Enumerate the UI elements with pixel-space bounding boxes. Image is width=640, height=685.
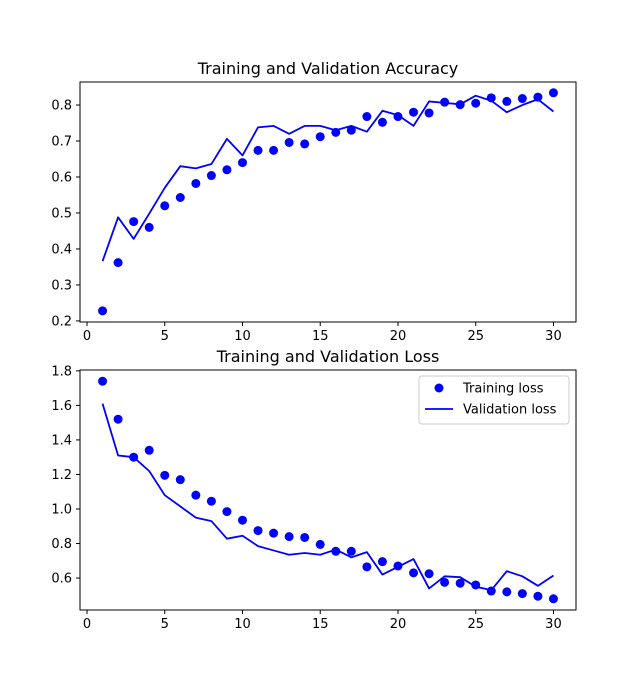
accuracy-training-point — [253, 145, 263, 155]
loss-training-point — [315, 539, 325, 549]
accuracy-training-point — [548, 88, 558, 98]
accuracy-y-tick-label: 0.7 — [51, 135, 72, 150]
loss-training-point — [331, 546, 341, 556]
loss-training-point — [362, 562, 372, 572]
accuracy-training-point — [222, 165, 232, 175]
loss-training-point — [175, 475, 185, 485]
accuracy-training-point — [98, 306, 108, 316]
accuracy-x-tick-label: 10 — [234, 329, 251, 344]
loss-x-tick-label: 5 — [161, 617, 169, 632]
accuracy-training-point — [269, 145, 279, 155]
accuracy-y-tick-label: 0.2 — [51, 314, 72, 329]
loss-x-tick-label: 0 — [83, 617, 91, 632]
accuracy-y-tick-label: 0.3 — [51, 278, 72, 293]
loss-training-point — [206, 496, 216, 506]
loss-training-point — [548, 594, 558, 604]
accuracy-training-point — [191, 178, 201, 188]
loss-training-point — [409, 568, 419, 578]
loss-training-point — [160, 470, 170, 480]
accuracy-chart-ticks: 0 5 10 15 20 25 30 0.2 0.3 0.4 0.5 0.6 0.7 0.8 — [51, 99, 561, 344]
legend-training-label: Training loss — [462, 382, 544, 397]
accuracy-x-tick-label: 5 — [161, 329, 169, 344]
loss-x-tick-label: 30 — [545, 617, 562, 632]
accuracy-training-point — [517, 94, 527, 104]
loss-y-tick-label: 1.2 — [51, 468, 72, 483]
accuracy-y-tick-label: 0.4 — [51, 242, 72, 257]
loss-chart-legend: Training loss Validation loss — [418, 375, 570, 425]
accuracy-chart: Training and Validation Accuracy 0 5 10 15 2… — [51, 59, 577, 344]
accuracy-training-point — [377, 117, 387, 127]
loss-training-point — [517, 589, 527, 599]
accuracy-training-point — [284, 137, 294, 147]
accuracy-x-tick-label: 20 — [390, 329, 407, 344]
loss-y-tick-label: 1.8 — [51, 364, 72, 379]
accuracy-chart-marks — [98, 88, 558, 316]
loss-chart-marks — [98, 376, 558, 604]
accuracy-y-tick-label: 0.5 — [51, 206, 72, 221]
accuracy-chart-title: Training and Validation Accuracy — [197, 59, 459, 78]
accuracy-x-tick-label: 25 — [467, 329, 484, 344]
loss-training-point — [424, 569, 434, 579]
accuracy-training-point — [502, 96, 512, 106]
loss-training-point — [346, 546, 356, 556]
loss-chart: Training and Validation Loss 0 5 10 15 20 25 3… — [51, 347, 577, 632]
accuracy-training-point — [315, 132, 325, 142]
accuracy-training-point — [237, 158, 247, 168]
accuracy-training-point — [144, 222, 154, 232]
loss-y-tick-label: 0.6 — [51, 572, 72, 587]
accuracy-training-point — [300, 139, 310, 149]
loss-training-point — [300, 532, 310, 542]
loss-validation-line — [101, 403, 554, 592]
loss-training-point — [269, 528, 279, 538]
accuracy-x-tick-label: 15 — [312, 329, 329, 344]
accuracy-training-point — [160, 201, 170, 211]
accuracy-training-point — [471, 98, 481, 108]
accuracy-training-point — [113, 258, 123, 268]
accuracy-training-point — [175, 193, 185, 202]
loss-y-tick-label: 0.8 — [51, 537, 72, 552]
legend-validation-label: Validation loss — [463, 403, 557, 418]
loss-training-point — [222, 507, 232, 517]
loss-training-point — [253, 526, 263, 536]
loss-training-point — [440, 577, 450, 587]
accuracy-training-point — [424, 108, 434, 118]
legend-training-marker — [434, 383, 444, 393]
loss-training-point — [284, 532, 294, 542]
loss-training-point — [98, 376, 108, 386]
accuracy-chart-axes-frame — [79, 81, 577, 323]
loss-training-point — [455, 578, 465, 588]
accuracy-x-tick-label: 0 — [83, 329, 91, 344]
accuracy-training-point — [206, 171, 216, 181]
loss-training-point — [237, 515, 247, 525]
legend-box — [418, 375, 570, 425]
loss-training-point — [377, 557, 387, 567]
loss-training-point — [533, 591, 543, 601]
loss-y-tick-label: 1.4 — [51, 433, 72, 448]
loss-y-tick-label: 1.0 — [51, 502, 72, 517]
accuracy-training-point — [409, 107, 419, 117]
accuracy-x-tick-label: 30 — [545, 329, 562, 344]
accuracy-y-tick-label: 0.8 — [51, 99, 72, 114]
accuracy-training-point — [129, 217, 139, 227]
accuracy-y-tick-label: 0.6 — [51, 170, 72, 185]
loss-y-tick-label: 1.6 — [51, 399, 72, 414]
accuracy-training-point — [346, 125, 356, 135]
loss-chart-title: Training and Validation Loss — [216, 347, 440, 366]
loss-x-tick-label: 10 — [234, 617, 251, 632]
accuracy-validation-line — [101, 94, 555, 262]
loss-training-point — [502, 587, 512, 597]
loss-x-tick-label: 25 — [467, 617, 484, 632]
loss-training-point — [113, 414, 123, 424]
loss-x-tick-label: 15 — [312, 617, 329, 632]
loss-chart-axes-frame — [79, 369, 577, 611]
accuracy-training-point — [362, 112, 372, 122]
loss-training-point — [191, 490, 201, 500]
loss-x-tick-label: 20 — [390, 617, 407, 632]
loss-chart-ticks: 0 5 10 15 20 25 30 0.6 0.8 1.0 1.2 1.4 1.6 1.8 — [51, 364, 561, 632]
loss-training-point — [144, 445, 154, 455]
